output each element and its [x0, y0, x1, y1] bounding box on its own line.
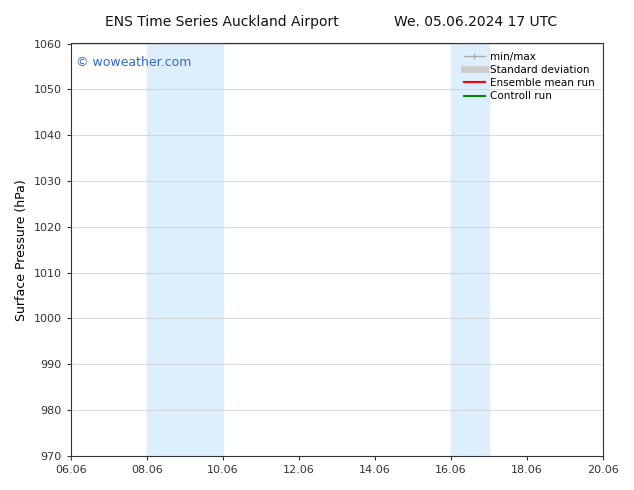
Text: © woweather.com: © woweather.com [76, 56, 191, 69]
Bar [146, 44, 223, 456]
Legend: min/max, Standard deviation, Ensemble mean run, Controll run: min/max, Standard deviation, Ensemble me… [461, 49, 598, 104]
Text: ENS Time Series Auckland Airport: ENS Time Series Auckland Airport [105, 15, 339, 29]
Y-axis label: Surface Pressure (hPa): Surface Pressure (hPa) [15, 179, 28, 320]
Bar [451, 44, 489, 456]
Text: We. 05.06.2024 17 UTC: We. 05.06.2024 17 UTC [394, 15, 557, 29]
